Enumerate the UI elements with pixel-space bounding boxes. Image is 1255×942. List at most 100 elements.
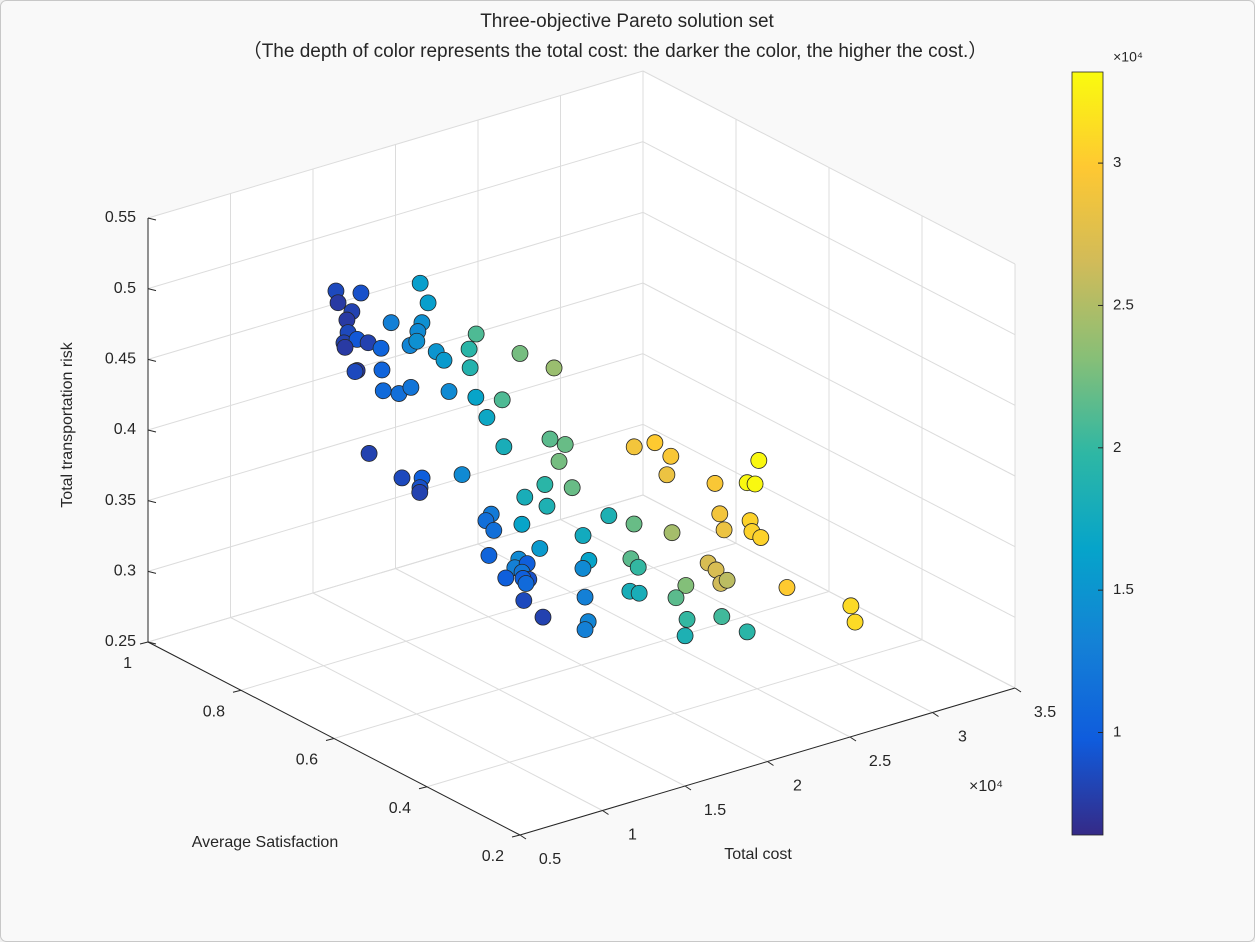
- colorbar-tick-label: 2: [1113, 439, 1121, 456]
- point: [658, 466, 676, 484]
- z-tick-mark: [147, 358, 157, 362]
- z-tick-label: 0.35: [105, 492, 136, 509]
- grid-line: [642, 494, 1016, 689]
- grid-line: [147, 282, 644, 431]
- point: [713, 608, 731, 625]
- point: [480, 547, 498, 564]
- point: [536, 476, 554, 493]
- y-tick-mark: [325, 738, 335, 741]
- point: [531, 540, 549, 557]
- y-tick-label: 0.4: [389, 800, 411, 817]
- point: [556, 436, 574, 453]
- point: [478, 409, 496, 426]
- x-tick-mark: [684, 785, 692, 791]
- y-tick-mark: [418, 786, 428, 790]
- point: [516, 488, 534, 506]
- point: [497, 569, 515, 587]
- grid-line: [147, 494, 644, 643]
- point: [382, 314, 400, 332]
- point: [662, 447, 680, 465]
- point: [750, 452, 768, 469]
- point: [374, 382, 392, 400]
- point: [402, 378, 420, 396]
- point: [677, 577, 695, 594]
- x-tick-mark: [849, 736, 857, 742]
- point: [576, 621, 594, 639]
- x-axis-label: Total cost: [724, 846, 792, 863]
- point: [460, 340, 478, 358]
- point: [419, 294, 437, 312]
- point: [663, 524, 681, 542]
- x-tick-label: 1.5: [704, 802, 726, 819]
- point: [625, 438, 643, 456]
- point: [752, 529, 770, 546]
- point: [676, 627, 694, 645]
- z-tick-mark: [147, 570, 157, 574]
- colorbar: [1071, 71, 1104, 836]
- grid-line: [147, 353, 644, 502]
- point: [515, 592, 533, 609]
- x-tick-label: 3.5: [1034, 704, 1056, 721]
- point: [511, 345, 529, 362]
- y-axis-line: [147, 641, 521, 836]
- colorbar-tick-label: 1: [1113, 723, 1121, 740]
- y-tick-label: 0.8: [203, 703, 225, 720]
- point: [678, 611, 696, 628]
- point: [538, 497, 556, 515]
- x-tick-mark: [1014, 687, 1022, 693]
- point: [846, 613, 864, 631]
- y-tick-label: 0.2: [482, 848, 504, 865]
- point: [706, 475, 724, 492]
- x-tick-label: 1: [628, 827, 637, 844]
- point: [576, 588, 594, 606]
- point: [534, 608, 552, 626]
- grid-line: [642, 141, 1016, 336]
- point: [372, 339, 390, 357]
- y-tick-mark: [232, 689, 242, 693]
- grid-line: [642, 353, 1016, 548]
- y-tick-label: 1: [123, 655, 132, 672]
- point: [493, 391, 511, 409]
- point: [625, 515, 643, 533]
- z-tick-label: 0.45: [105, 351, 136, 368]
- point: [360, 445, 378, 462]
- point: [373, 361, 391, 379]
- z-tick-mark: [147, 217, 157, 221]
- point: [746, 475, 764, 493]
- point: [718, 571, 736, 589]
- colorbar-tick-label: 1.5: [1113, 581, 1134, 598]
- y-axis-label: Average Satisfaction: [192, 834, 338, 851]
- point: [517, 575, 535, 592]
- x-axis-line: [519, 687, 1016, 836]
- point: [513, 515, 531, 533]
- z-tick-label: 0.3: [114, 563, 136, 580]
- grid-line: [426, 639, 923, 788]
- point: [453, 466, 471, 484]
- point: [440, 383, 458, 400]
- point: [467, 388, 485, 406]
- x-tick-label: 2.5: [869, 753, 891, 770]
- z-axis-label: Total transportation risk: [59, 341, 76, 507]
- y-tick-label: 0.6: [296, 752, 318, 769]
- point: [435, 351, 453, 369]
- grid-line: [642, 70, 1016, 265]
- grid-line: [147, 211, 644, 360]
- point: [329, 294, 347, 312]
- grid-line: [147, 70, 644, 219]
- point: [600, 507, 618, 525]
- point: [574, 527, 592, 544]
- point: [711, 505, 729, 523]
- point: [411, 274, 429, 292]
- x-tick-label: 0.5: [539, 851, 561, 868]
- z-tick-mark: [147, 429, 157, 433]
- point: [563, 479, 581, 497]
- point: [393, 469, 411, 487]
- point: [629, 558, 647, 576]
- point: [541, 430, 559, 448]
- chart-subtitle: （The depth of color represents the total…: [243, 40, 988, 62]
- point: [485, 521, 503, 539]
- grid-line: [642, 211, 1016, 406]
- point: [411, 484, 429, 501]
- z-tick-mark: [147, 288, 157, 292]
